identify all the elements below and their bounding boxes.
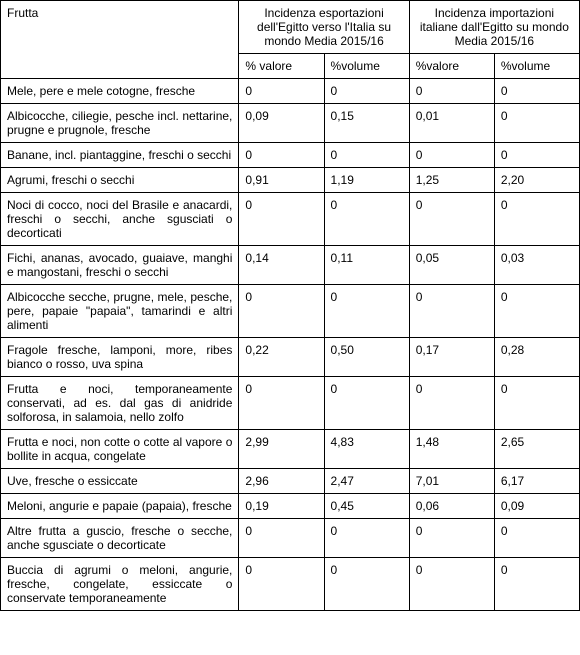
table-row: Fragole fresche, lamponi, more, ribes bi… bbox=[1, 338, 580, 377]
row-value: 2,47 bbox=[324, 469, 409, 494]
row-value: 0 bbox=[409, 377, 494, 430]
row-value: 0,45 bbox=[324, 494, 409, 519]
row-label: Buccia di agrumi o meloni, angurie, fres… bbox=[1, 558, 239, 611]
row-label: Mele, pere e mele cotogne, fresche bbox=[1, 79, 239, 104]
row-value: 0,91 bbox=[239, 168, 324, 193]
row-value: 0 bbox=[494, 104, 579, 143]
row-value: 0 bbox=[324, 79, 409, 104]
row-value: 0,19 bbox=[239, 494, 324, 519]
row-value: 0 bbox=[409, 143, 494, 168]
row-value: 0,05 bbox=[409, 246, 494, 285]
row-value: 0 bbox=[409, 79, 494, 104]
row-value: 0 bbox=[324, 285, 409, 338]
row-value: 0,17 bbox=[409, 338, 494, 377]
row-value: 1,19 bbox=[324, 168, 409, 193]
row-value: 0,28 bbox=[494, 338, 579, 377]
row-value: 0,03 bbox=[494, 246, 579, 285]
row-value: 0,09 bbox=[494, 494, 579, 519]
row-label: Altre frutta a guscio, fresche o secche,… bbox=[1, 519, 239, 558]
row-value: 0,06 bbox=[409, 494, 494, 519]
table-row: Fichi, ananas, avocado, guaiave, manghi … bbox=[1, 246, 580, 285]
row-value: 2,96 bbox=[239, 469, 324, 494]
table-row: Banane, incl. piantaggine, freschi o sec… bbox=[1, 143, 580, 168]
row-value: 0,01 bbox=[409, 104, 494, 143]
row-value: 0,14 bbox=[239, 246, 324, 285]
row-value: 0 bbox=[239, 143, 324, 168]
row-label: Meloni, angurie e papaie (papaia), fresc… bbox=[1, 494, 239, 519]
row-label: Albicocche, ciliegie, pesche incl. netta… bbox=[1, 104, 239, 143]
row-value: 0 bbox=[324, 193, 409, 246]
table-row: Meloni, angurie e papaie (papaia), fresc… bbox=[1, 494, 580, 519]
row-value: 2,65 bbox=[494, 430, 579, 469]
row-label: Uve, fresche o essiccate bbox=[1, 469, 239, 494]
table-row: Uve, fresche o essiccate2,962,477,016,17 bbox=[1, 469, 580, 494]
table-row: Frutta e noci, temporaneamente conservat… bbox=[1, 377, 580, 430]
row-value: 0 bbox=[494, 193, 579, 246]
row-value: 0 bbox=[324, 519, 409, 558]
table-row: Buccia di agrumi o meloni, angurie, fres… bbox=[1, 558, 580, 611]
header-exp-volume: %volume bbox=[324, 54, 409, 79]
header-group-exports: Incidenza esportazioni dell'Egitto verso… bbox=[239, 1, 409, 54]
row-value: 7,01 bbox=[409, 469, 494, 494]
row-value: 0,09 bbox=[239, 104, 324, 143]
row-value: 0 bbox=[324, 377, 409, 430]
row-value: 0 bbox=[494, 143, 579, 168]
row-value: 0 bbox=[324, 558, 409, 611]
header-frutta: Frutta bbox=[1, 1, 239, 79]
row-value: 0 bbox=[409, 193, 494, 246]
row-value: 0 bbox=[494, 377, 579, 430]
row-value: 0 bbox=[494, 285, 579, 338]
row-label: Agrumi, freschi o secchi bbox=[1, 168, 239, 193]
fruit-trade-table: Frutta Incidenza esportazioni dell'Egitt… bbox=[0, 0, 580, 611]
row-value: 0 bbox=[409, 558, 494, 611]
row-value: 4,83 bbox=[324, 430, 409, 469]
row-value: 2,99 bbox=[239, 430, 324, 469]
row-label: Albicocche secche, prugne, mele, pesche,… bbox=[1, 285, 239, 338]
row-label: Fragole fresche, lamponi, more, ribes bi… bbox=[1, 338, 239, 377]
table-body: Mele, pere e mele cotogne, fresche0000Al… bbox=[1, 79, 580, 611]
row-value: 1,48 bbox=[409, 430, 494, 469]
header-imp-valore: %valore bbox=[409, 54, 494, 79]
row-value: 0 bbox=[409, 519, 494, 558]
table-row: Agrumi, freschi o secchi0,911,191,252,20 bbox=[1, 168, 580, 193]
row-label: Frutta e noci, non cotte o cotte al vapo… bbox=[1, 430, 239, 469]
header-imp-volume: %volume bbox=[494, 54, 579, 79]
row-value: 0 bbox=[239, 558, 324, 611]
row-value: 0,50 bbox=[324, 338, 409, 377]
header-row-1: Frutta Incidenza esportazioni dell'Egitt… bbox=[1, 1, 580, 54]
row-value: 0 bbox=[409, 285, 494, 338]
row-value: 2,20 bbox=[494, 168, 579, 193]
table-row: Noci di cocco, noci del Brasile e anacar… bbox=[1, 193, 580, 246]
row-value: 0 bbox=[324, 143, 409, 168]
row-label: Frutta e noci, temporaneamente conservat… bbox=[1, 377, 239, 430]
row-value: 0 bbox=[239, 285, 324, 338]
row-value: 0 bbox=[239, 377, 324, 430]
row-label: Fichi, ananas, avocado, guaiave, manghi … bbox=[1, 246, 239, 285]
row-value: 0,22 bbox=[239, 338, 324, 377]
row-value: 6,17 bbox=[494, 469, 579, 494]
header-group-imports: Incidenza importazioni italiane dall'Egi… bbox=[409, 1, 579, 54]
row-value: 0 bbox=[239, 79, 324, 104]
row-value: 0,15 bbox=[324, 104, 409, 143]
table-row: Albicocche, ciliegie, pesche incl. netta… bbox=[1, 104, 580, 143]
row-value: 0 bbox=[494, 519, 579, 558]
table-row: Albicocche secche, prugne, mele, pesche,… bbox=[1, 285, 580, 338]
row-label: Noci di cocco, noci del Brasile e anacar… bbox=[1, 193, 239, 246]
table-row: Frutta e noci, non cotte o cotte al vapo… bbox=[1, 430, 580, 469]
row-value: 0 bbox=[239, 519, 324, 558]
table-row: Altre frutta a guscio, fresche o secche,… bbox=[1, 519, 580, 558]
row-value: 0 bbox=[494, 558, 579, 611]
row-value: 0,11 bbox=[324, 246, 409, 285]
row-value: 0 bbox=[494, 79, 579, 104]
row-value: 1,25 bbox=[409, 168, 494, 193]
table-row: Mele, pere e mele cotogne, fresche0000 bbox=[1, 79, 580, 104]
header-exp-valore: % valore bbox=[239, 54, 324, 79]
row-label: Banane, incl. piantaggine, freschi o sec… bbox=[1, 143, 239, 168]
row-value: 0 bbox=[239, 193, 324, 246]
